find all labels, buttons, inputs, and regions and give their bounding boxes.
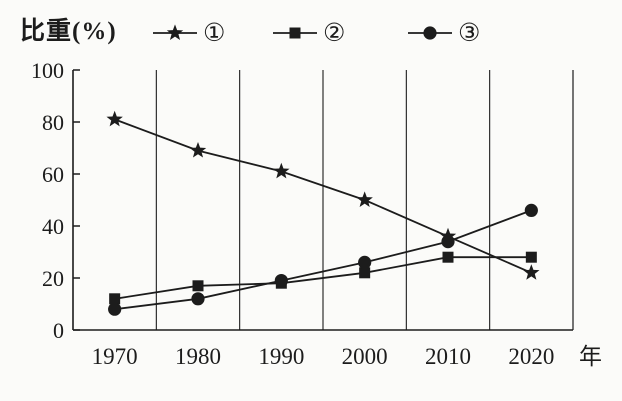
series-line-2 xyxy=(114,256,532,300)
y-tick-label: 80 xyxy=(42,110,64,135)
legend-circle-glyph xyxy=(423,26,437,40)
series-line-1 xyxy=(114,118,532,274)
y-tick-label: 20 xyxy=(42,266,64,291)
star-marker-icon xyxy=(523,264,540,280)
x-tick-label: 1990 xyxy=(258,344,304,369)
y-tick-label: 40 xyxy=(42,214,64,239)
legend-item-1: ① xyxy=(152,19,225,47)
square-marker-icon xyxy=(192,280,204,292)
legend-item-label: ② xyxy=(323,18,346,47)
x-tick-label: 2010 xyxy=(425,344,471,369)
x-axis-unit-label: 年 xyxy=(579,344,602,369)
square-marker-icon xyxy=(109,293,121,305)
y-tick-label: 100 xyxy=(31,58,64,83)
chart-legend: ① ② ③ xyxy=(0,0,622,52)
star-marker-icon xyxy=(189,142,207,158)
x-tick-label: 1970 xyxy=(92,344,138,369)
legend-star-glyph xyxy=(166,24,184,40)
legend-star-marker-icon xyxy=(153,24,197,40)
star-marker-icon xyxy=(273,162,290,179)
series-line-3 xyxy=(114,209,532,311)
legend-square-marker-icon xyxy=(273,27,317,39)
x-tick-label: 1980 xyxy=(175,344,221,369)
circle-marker-icon xyxy=(524,203,538,217)
y-tick-label: 0 xyxy=(53,318,64,343)
circle-marker-icon xyxy=(358,255,372,269)
legend-item-label: ③ xyxy=(458,18,481,47)
y-tick-label: 60 xyxy=(42,162,64,187)
star-marker-icon xyxy=(356,191,373,207)
square-marker-icon xyxy=(525,251,537,263)
square-marker-icon xyxy=(442,251,454,263)
square-marker-icon xyxy=(359,267,371,279)
legend-item-3: ③ xyxy=(407,19,480,47)
x-tick-label: 2000 xyxy=(342,344,388,369)
star-marker-icon xyxy=(106,110,123,127)
y-axis-title: 比重(%) xyxy=(20,18,117,45)
x-tick-label: 2020 xyxy=(508,344,554,369)
legend-square-glyph xyxy=(289,27,301,39)
circle-marker-icon xyxy=(274,274,288,288)
circle-marker-icon xyxy=(191,292,205,306)
circle-marker-icon xyxy=(108,302,122,316)
circle-marker-icon xyxy=(441,235,455,249)
legend-item-2: ② xyxy=(272,19,345,47)
legend-item-label: ① xyxy=(203,18,226,47)
legend-circle-marker-icon xyxy=(408,26,452,40)
